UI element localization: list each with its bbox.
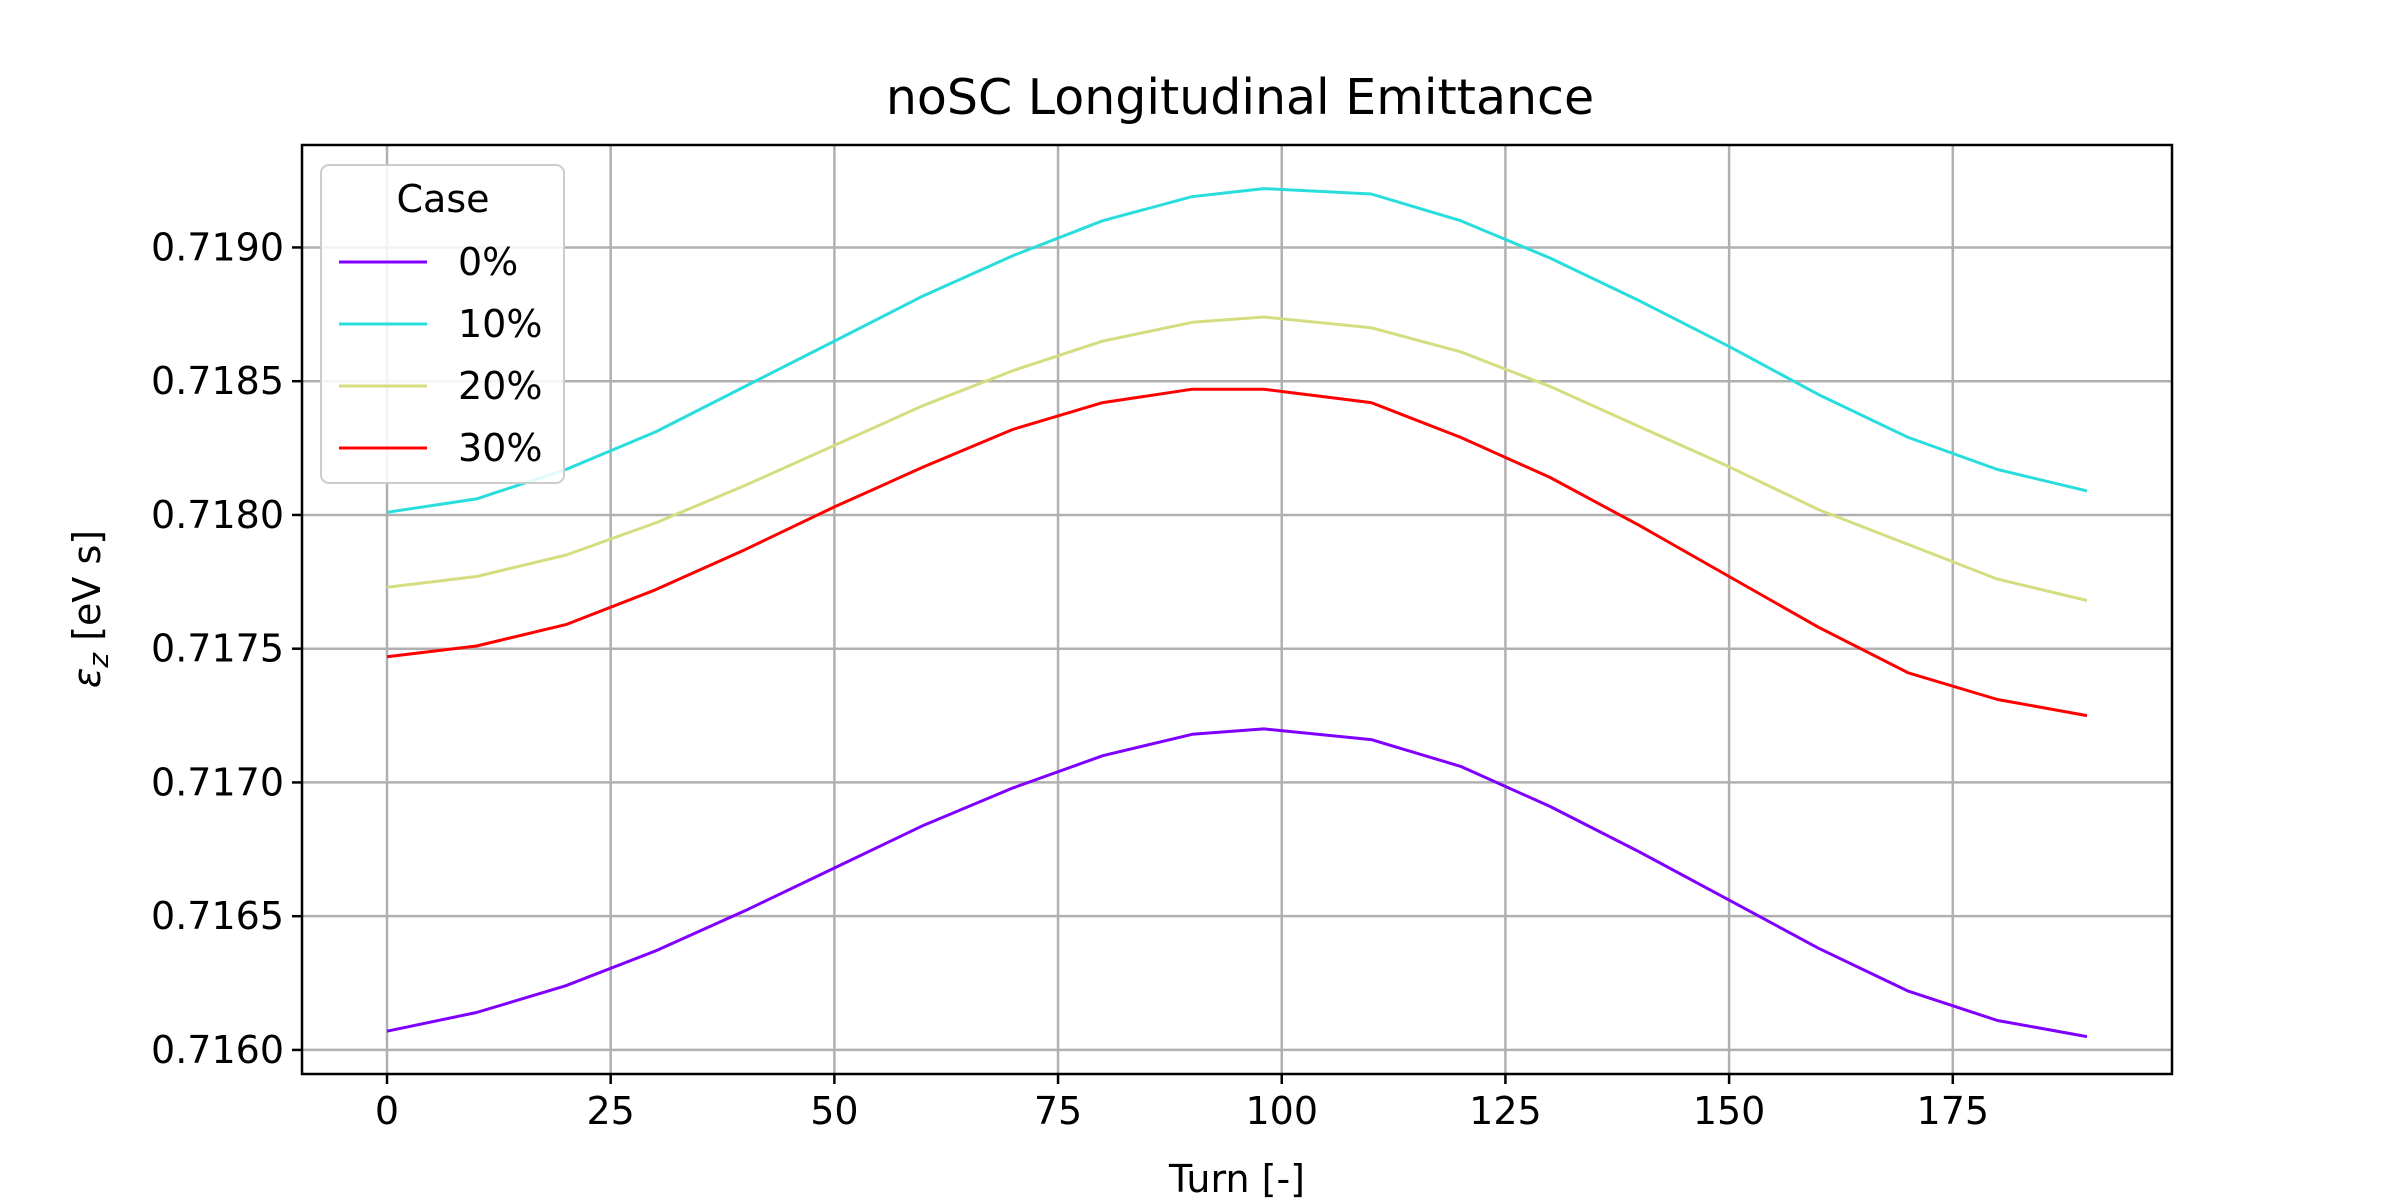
y-axis-label: εz [eV s]	[65, 530, 115, 688]
y-tick-label: 0.7170	[151, 760, 284, 804]
y-tick-label: 0.7165	[151, 894, 284, 938]
x-axis: 0 25 50 75 100 125 150 175	[375, 1074, 1989, 1133]
y-axis-label-unit: [eV s]	[65, 530, 109, 653]
x-tick-label: 100	[1245, 1089, 1318, 1133]
legend-label: 0%	[458, 240, 518, 284]
plot-frame	[300, 143, 2174, 1076]
chart-title: noSC Longitudinal Emittance	[886, 69, 1594, 126]
series-line-2	[386, 315, 2088, 602]
x-axis-label: Turn [-]	[1168, 1157, 1305, 1200]
y-tick-label: 0.7160	[151, 1028, 284, 1072]
legend-label: 30%	[458, 426, 542, 470]
y-axis-label-subscript: z	[82, 652, 115, 669]
y-axis: 0.7160 0.7165 0.7170 0.7175 0.7180 0.7185 0.71…	[151, 225, 302, 1072]
x-tick-label: 125	[1469, 1089, 1542, 1133]
legend-box	[320, 164, 565, 484]
y-tick-label: 0.7190	[151, 225, 284, 269]
legend-label: 10%	[458, 302, 542, 346]
x-tick-label: 0	[375, 1089, 399, 1133]
y-tick-label: 0.7180	[151, 493, 284, 537]
series-line-1	[386, 187, 2088, 514]
x-tick-label: 25	[587, 1089, 635, 1133]
legend: Case 0% 10% 20% 30%	[320, 164, 565, 484]
x-tick-label: 175	[1917, 1089, 1990, 1133]
grid	[302, 145, 2172, 1074]
y-axis-label-symbol: ε	[65, 668, 109, 689]
legend-title: Case	[397, 177, 490, 221]
x-tick-label: 150	[1693, 1089, 1766, 1133]
legend-label: 20%	[458, 364, 542, 408]
x-tick-label: 50	[810, 1089, 858, 1133]
series-lines	[386, 187, 2088, 1039]
x-tick-label: 75	[1034, 1089, 1082, 1133]
series-line-3	[386, 387, 2088, 718]
legend-items: 0% 10% 20% 30%	[339, 240, 542, 470]
y-tick-label: 0.7175	[151, 627, 284, 671]
y-tick-label: 0.7185	[151, 359, 284, 403]
series-line-0	[386, 727, 2088, 1039]
